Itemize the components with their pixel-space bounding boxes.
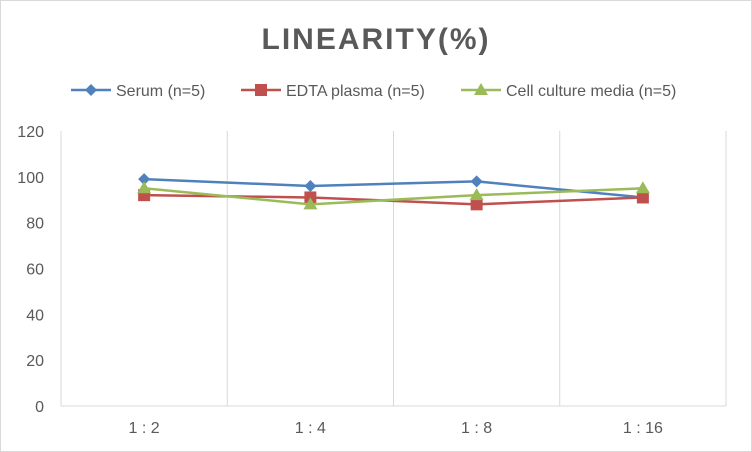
- data-point: [303, 197, 318, 210]
- chart-title: LINEARITY(%): [262, 23, 491, 56]
- y-tick-label: 120: [17, 124, 44, 141]
- series-layer: [137, 173, 650, 211]
- legend-label: EDTA plasma (n=5): [286, 83, 425, 100]
- data-point: [636, 191, 649, 204]
- data-point: [469, 188, 484, 201]
- x-tick-label: 1 : 8: [461, 420, 492, 437]
- data-point: [635, 181, 650, 194]
- y-axis: 0 20 40 60 80 100 120: [17, 124, 44, 416]
- y-tick-label: 60: [26, 262, 44, 279]
- legend-item: EDTA plasma (n=5): [241, 83, 425, 100]
- legend-marker: [474, 83, 488, 95]
- y-tick-label: 40: [26, 307, 44, 324]
- y-tick-label: 0: [35, 399, 44, 416]
- x-axis: 1 : 2 1 : 4 1 : 8 1 : 16: [129, 420, 663, 437]
- y-tick-label: 20: [26, 353, 44, 370]
- x-tick-label: 1 : 4: [295, 420, 326, 437]
- data-point: [304, 180, 317, 192]
- data-point: [137, 181, 152, 194]
- y-tick-label: 100: [17, 170, 44, 187]
- series-3: [137, 181, 650, 210]
- data-point: [470, 198, 483, 211]
- plot-grid: [60, 131, 727, 407]
- series-line: [144, 177, 643, 199]
- x-tick-label: 1 : 16: [623, 420, 663, 437]
- legend: Serum (n=5) EDTA plasma (n=5) Cell culture…: [71, 83, 676, 100]
- legend-marker: [85, 84, 97, 96]
- legend-item: Serum (n=5): [71, 83, 205, 100]
- series-line: [144, 187, 643, 206]
- y-tick-label: 80: [26, 216, 44, 233]
- data-point: [470, 175, 483, 188]
- legend-label: Serum (n=5): [116, 83, 205, 100]
- legend-marker: [255, 84, 267, 96]
- data-point: [138, 173, 151, 186]
- legend-label: Cell culture media (n=5): [506, 83, 676, 100]
- x-tick-label: 1 : 2: [129, 420, 160, 437]
- legend-item: Cell culture media (n=5): [461, 83, 676, 100]
